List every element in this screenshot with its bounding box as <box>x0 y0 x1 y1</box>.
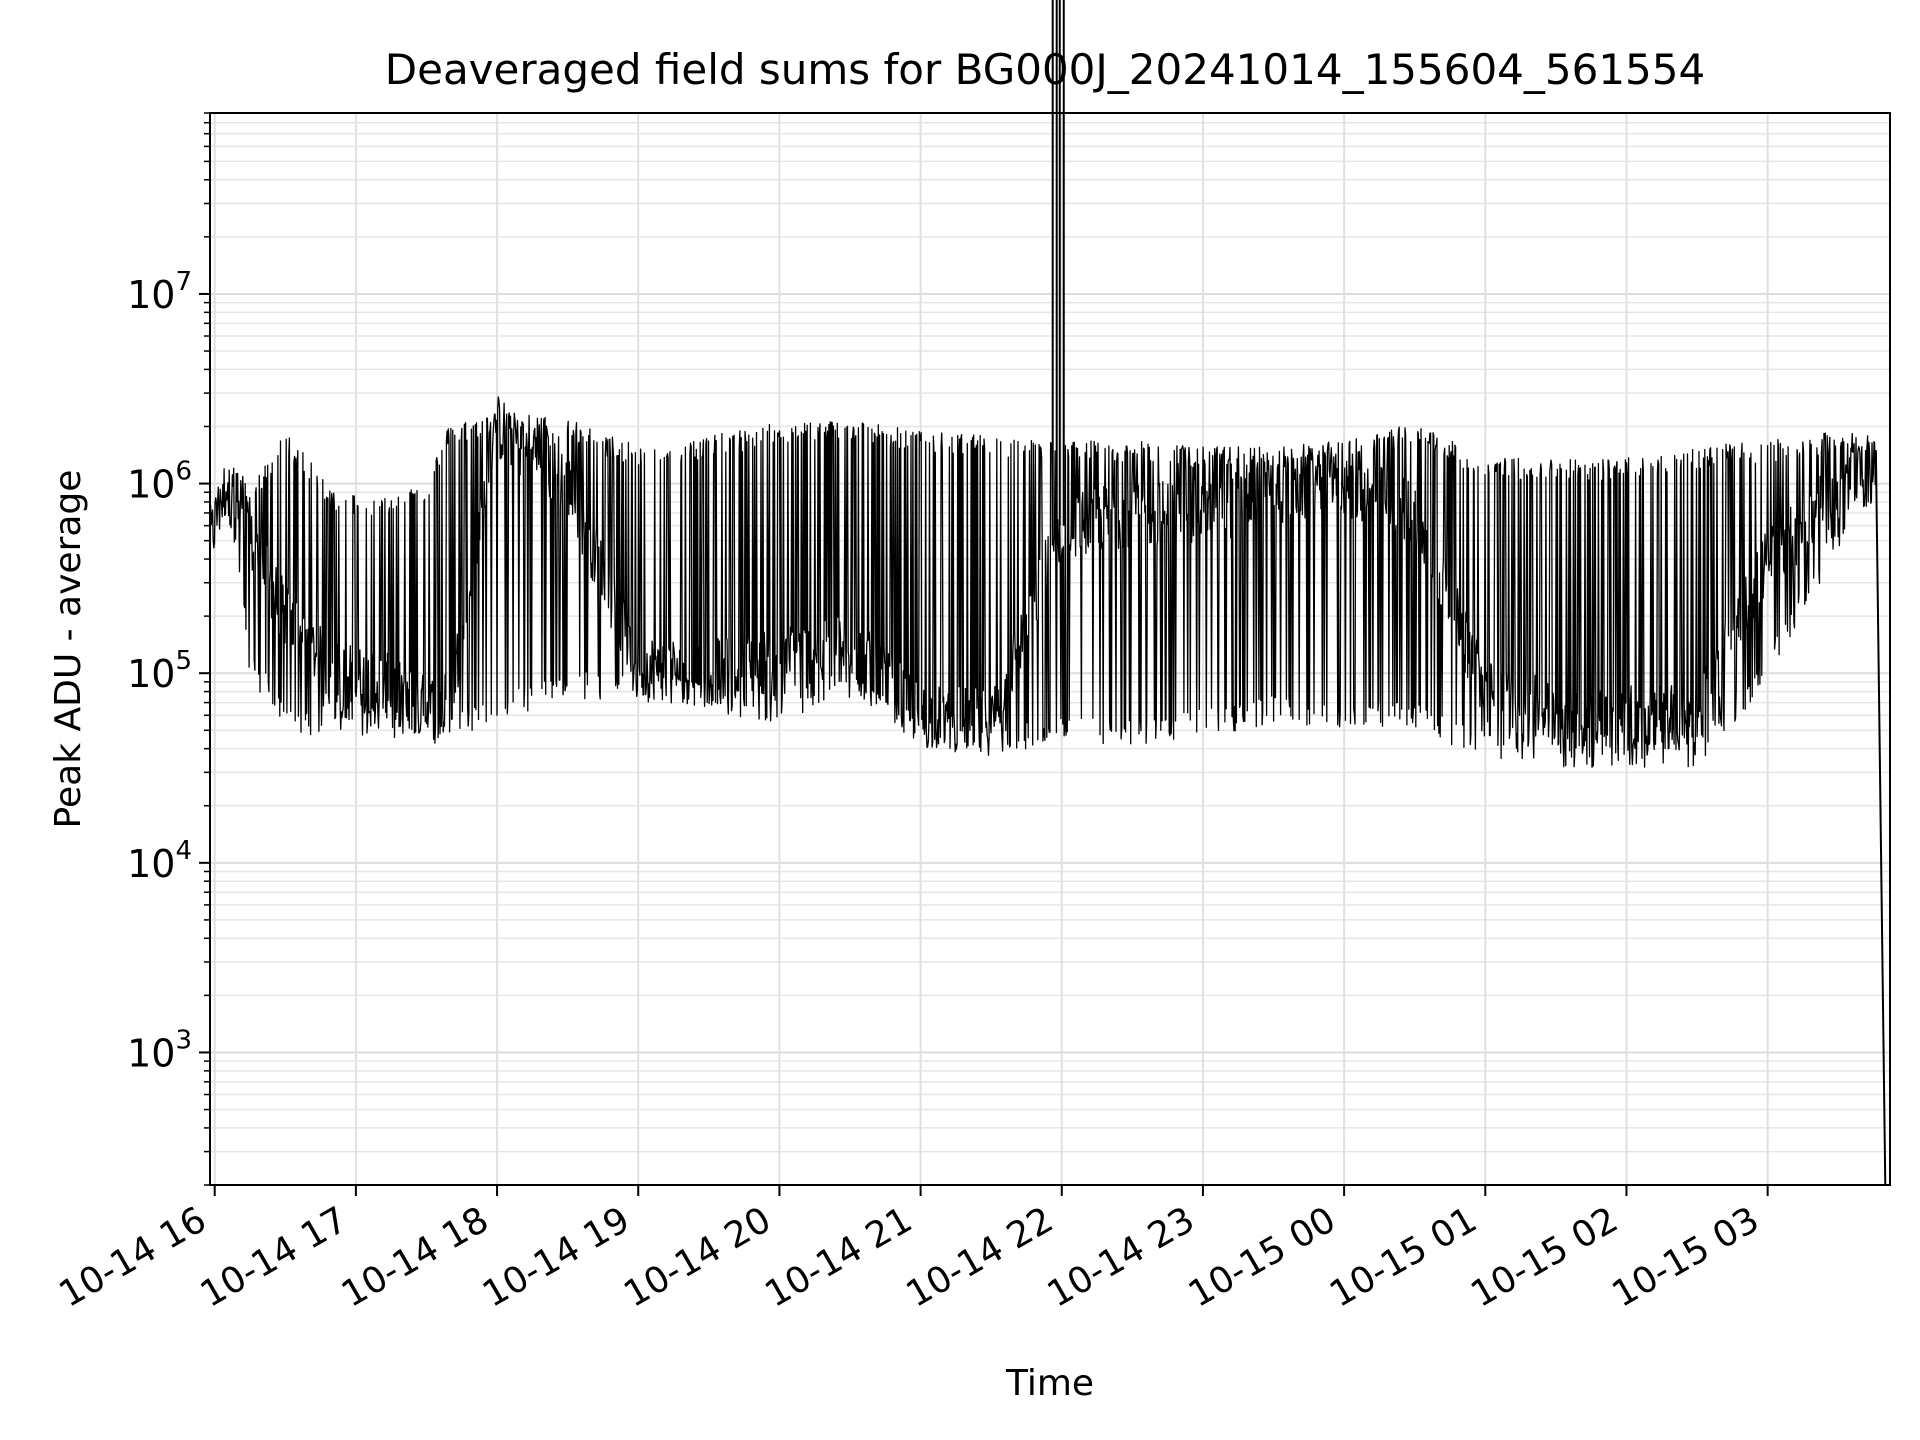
y-tick-base: 10 <box>127 273 175 317</box>
y-tick-exponent: 4 <box>175 836 192 866</box>
y-axis-label: Peak ADU - average <box>48 470 89 829</box>
plot-frame <box>209 112 1891 1186</box>
y-tick-label: 103 <box>127 1025 192 1075</box>
y-tick-label: 104 <box>127 836 192 886</box>
x-axis-label: Time <box>1005 1363 1094 1404</box>
terminal-drop-line <box>1874 450 1887 1186</box>
y-tick-label: 107 <box>127 267 192 317</box>
y-tick-base: 10 <box>127 842 175 886</box>
spike-mark <box>1058 0 1065 526</box>
y-tick-exponent: 3 <box>175 1025 192 1055</box>
y-tick-base: 10 <box>127 652 175 696</box>
y-tick-exponent: 6 <box>175 457 192 487</box>
y-tick-label: 105 <box>127 646 192 696</box>
y-tick-base: 10 <box>127 463 175 507</box>
chart-title: Deaveraged field sums for BG000J_2024101… <box>385 45 1705 94</box>
series-trace <box>209 396 1877 768</box>
y-tick-exponent: 7 <box>175 267 192 297</box>
spike-mark <box>1051 0 1058 546</box>
y-tick-exponent: 5 <box>175 646 192 676</box>
y-tick-label: 106 <box>127 457 192 507</box>
y-tick-base: 10 <box>127 1031 175 1075</box>
series-line <box>209 0 1887 1186</box>
